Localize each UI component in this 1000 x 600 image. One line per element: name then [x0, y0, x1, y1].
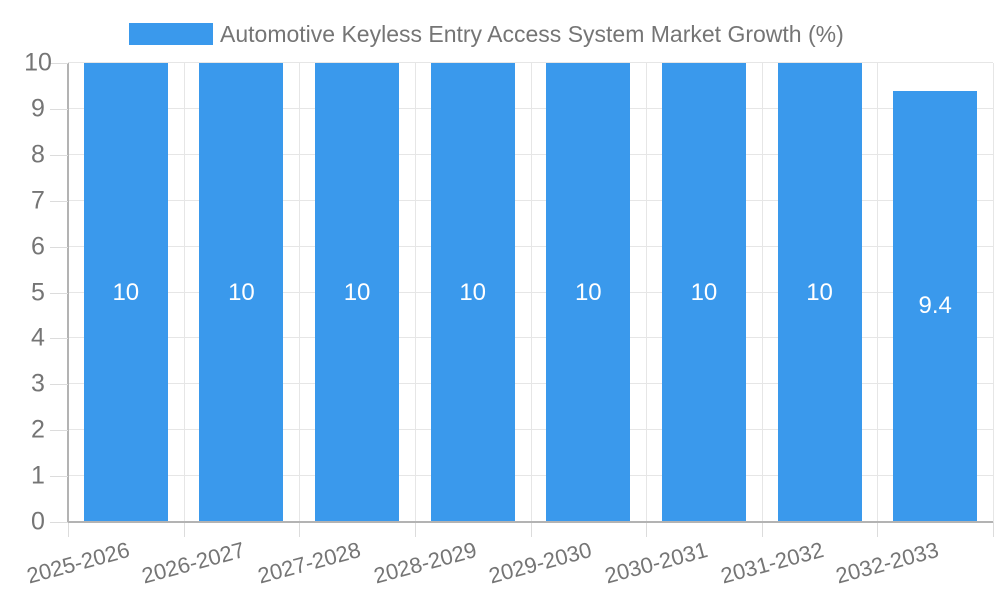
gridline-vertical	[877, 63, 879, 522]
bar-value-label: 10	[806, 278, 833, 306]
y-axis-label: 0	[31, 507, 45, 536]
bar-slot: 10	[68, 63, 184, 522]
x-axis-tick	[414, 522, 416, 537]
y-axis-label: 7	[31, 186, 45, 215]
bar-value-label: 10	[228, 278, 255, 306]
bar-value-label: 10	[574, 278, 602, 306]
bar[interactable]: 10	[546, 63, 631, 522]
y-axis-label: 8	[31, 140, 45, 169]
bar[interactable]: 10	[83, 63, 168, 522]
bar[interactable]: 10	[315, 63, 400, 522]
gridline-horizontal	[68, 521, 993, 523]
bar-value-label: 10	[112, 278, 140, 306]
y-axis-tick	[50, 522, 68, 523]
legend-swatch[interactable]	[129, 23, 213, 45]
x-axis-tick	[183, 522, 185, 537]
y-axis-label: 6	[31, 232, 45, 261]
plot-area: 10 10 10 10 10 10 10 9.4	[67, 62, 994, 523]
y-axis-label: 5	[31, 278, 45, 306]
y-axis-tick	[50, 430, 68, 432]
bar-slot: 10	[762, 63, 878, 522]
bar[interactable]: 10	[661, 63, 746, 522]
gridline-vertical	[646, 63, 648, 522]
bar-slot: 9.4	[877, 63, 993, 522]
bar-value-label: 9.4	[918, 292, 952, 320]
x-axis-tick	[877, 522, 879, 537]
bar[interactable]: 10	[430, 63, 515, 522]
x-axis-tick	[646, 522, 648, 537]
y-axis-tick	[50, 476, 68, 478]
bar[interactable]: 10	[777, 63, 862, 522]
x-axis-tick	[761, 522, 763, 537]
y-axis-tick	[50, 200, 68, 202]
gridline-vertical	[183, 63, 185, 522]
gridline-vertical	[993, 63, 994, 522]
y-axis-tick	[50, 63, 68, 64]
bar[interactable]: 9.4	[893, 90, 978, 522]
y-axis-label: 4	[31, 323, 45, 352]
y-axis-tick	[50, 338, 68, 340]
y-axis-tick	[50, 154, 68, 156]
bar-slot: 10	[299, 63, 415, 522]
y-axis-tick	[50, 384, 68, 386]
gridline-vertical	[414, 63, 416, 522]
gridline-vertical	[299, 63, 301, 522]
bar-slot: 10	[646, 63, 762, 522]
legend[interactable]: Automotive Keyless Entry Access System M…	[129, 20, 844, 47]
gridline-vertical	[67, 63, 69, 522]
y-axis-tick	[50, 292, 68, 294]
y-axis-label: 2	[31, 415, 45, 444]
bar-slot: 10	[184, 63, 300, 522]
bar-value-label: 10	[690, 278, 718, 306]
bar-slot: 10	[531, 63, 647, 522]
x-axis-tick	[993, 522, 994, 537]
y-axis-label: 3	[31, 369, 45, 398]
chart-title: Automotive Keyless Entry Access System M…	[220, 20, 844, 47]
bar-value-label: 10	[459, 278, 487, 306]
y-axis-tick	[50, 246, 68, 248]
bar-slot: 10	[415, 63, 531, 522]
x-axis-tick	[530, 522, 532, 537]
gridline-vertical	[530, 63, 532, 522]
x-axis-tick	[299, 522, 301, 537]
bar-value-label: 10	[343, 278, 371, 306]
bar[interactable]: 10	[199, 63, 284, 522]
y-axis-label: 10	[24, 48, 52, 77]
y-axis-tick	[50, 108, 68, 110]
y-axis-label: 1	[31, 461, 45, 490]
y-axis-label: 9	[31, 94, 45, 123]
gridline-horizontal	[68, 62, 993, 63]
x-axis-tick	[68, 522, 69, 537]
gridline-vertical	[761, 63, 763, 522]
